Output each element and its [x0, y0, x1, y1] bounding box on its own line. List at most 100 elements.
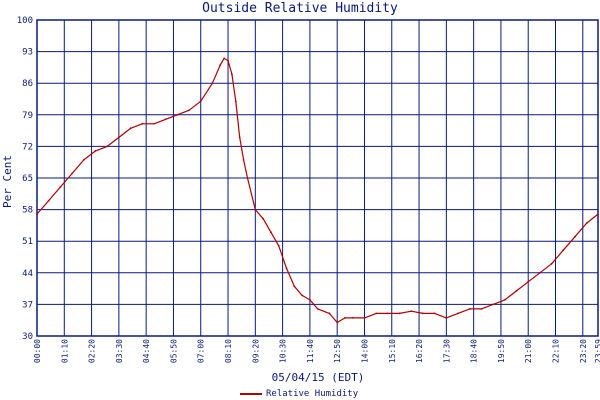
x-tick-label: 23:20: [579, 339, 588, 363]
x-tick-label: 16:20: [415, 339, 424, 363]
data-point: [363, 317, 366, 319]
data-point: [492, 303, 494, 306]
data-point: [219, 64, 222, 66]
x-tick-label: 11:40: [306, 339, 315, 363]
chart-title: Outside Relative Humidity: [202, 1, 398, 16]
y-tick-label: 65: [22, 174, 33, 184]
data-point: [309, 299, 311, 301]
x-tick-label: 12:50: [333, 339, 342, 363]
data-point: [82, 159, 85, 161]
data-point: [262, 217, 264, 220]
data-point: [457, 312, 459, 315]
data-point: [164, 118, 167, 121]
x-tick-label: 22:10: [552, 339, 561, 363]
y-tick-label: 86: [22, 79, 33, 89]
x-axis-label: 05/04/15 (EDT): [271, 371, 365, 384]
y-tick-label: 79: [22, 111, 33, 121]
x-tick-label: 19:50: [497, 339, 506, 363]
x-tick-label: 08:10: [224, 339, 233, 363]
y-tick-label: 51: [22, 237, 33, 247]
data-point: [585, 222, 588, 225]
data-point: [153, 122, 155, 125]
data-point: [277, 244, 280, 247]
x-tick-label: 02:20: [88, 339, 97, 363]
data-point: [445, 317, 448, 319]
x-tick-label: 18:40: [470, 339, 479, 363]
data-point: [246, 177, 249, 179]
y-axis-label: Per Cent: [1, 155, 15, 208]
data-point: [36, 213, 38, 216]
series-line-relative-humidity: [36, 57, 599, 324]
legend-swatch: [240, 393, 262, 395]
data-point: [527, 280, 530, 283]
data-point: [398, 312, 401, 315]
data-point: [118, 136, 120, 139]
data-point: [238, 136, 241, 139]
x-tick-label: 04:40: [142, 339, 151, 363]
y-axis-label-text: Per Cent: [1, 155, 14, 208]
data-point: [574, 235, 576, 238]
data-point: [59, 186, 62, 188]
data-point: [227, 59, 229, 62]
data-point: [597, 213, 599, 216]
data-point: [242, 159, 245, 161]
x-tick-label: 15:10: [388, 339, 397, 363]
data-point: [539, 271, 541, 274]
data-point: [328, 312, 331, 315]
data-point: [254, 208, 257, 211]
data-point: [515, 290, 518, 292]
x-tick-label: 23:59: [594, 339, 600, 363]
x-tick-label: 07:00: [197, 339, 206, 363]
data-point: [94, 150, 97, 152]
x-tick-label: 17:30: [442, 339, 451, 363]
y-tick-label: 58: [22, 206, 33, 216]
data-point: [270, 231, 272, 234]
x-tick-label: 14:00: [360, 339, 369, 363]
data-point: [375, 312, 378, 315]
y-tick-label: 44: [22, 269, 33, 279]
data-point: [234, 100, 237, 103]
x-tick-label: 10:30: [279, 339, 288, 363]
data-point: [223, 57, 226, 60]
data-point: [433, 312, 436, 315]
legend: Relative Humidity: [240, 388, 358, 400]
data-point: [188, 109, 190, 112]
data-point: [199, 100, 202, 103]
x-tick-label: 09:20: [251, 339, 260, 363]
data-point: [344, 317, 346, 319]
x-tick-label: 21:00: [524, 339, 533, 363]
y-tick-label: 93: [22, 48, 33, 58]
data-point: [480, 308, 483, 310]
legend-label: Relative Humidity: [266, 389, 359, 399]
data-point: [316, 308, 319, 310]
data-point: [211, 82, 214, 85]
data-point: [351, 317, 354, 319]
data-point: [422, 312, 424, 315]
y-tick-label: 72: [22, 142, 33, 152]
data-point: [71, 172, 73, 175]
data-point: [47, 199, 50, 202]
data-point: [129, 127, 132, 130]
y-tick-label: 100: [17, 16, 33, 26]
data-point: [336, 321, 339, 324]
data-point: [293, 285, 296, 288]
data-point: [562, 249, 565, 252]
data-point: [231, 73, 233, 76]
x-tick-label: 00:00: [33, 339, 42, 363]
data-point: [387, 312, 389, 315]
data-point: [106, 145, 109, 148]
data-point: [301, 294, 303, 297]
data-point: [468, 308, 471, 310]
plot-frame: [36, 19, 599, 337]
x-tick-label: 05:50: [169, 339, 178, 363]
x-tick-label: 01:10: [60, 339, 69, 363]
data-point: [285, 267, 288, 270]
y-tick-label: 30: [22, 332, 33, 342]
data-point: [176, 113, 179, 116]
data-point: [410, 310, 413, 313]
data-point: [550, 262, 553, 265]
y-tick-label: 37: [22, 300, 33, 310]
x-tick-label: 03:30: [115, 339, 124, 363]
